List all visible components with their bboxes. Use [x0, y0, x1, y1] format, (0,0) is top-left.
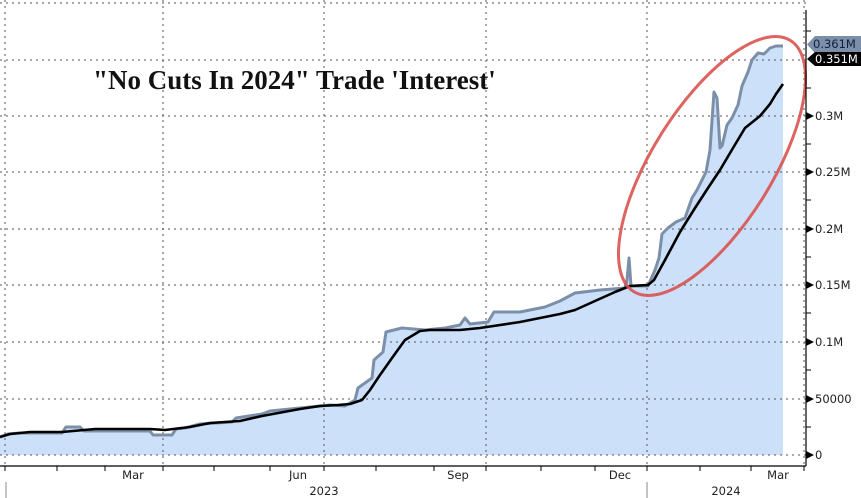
chart-title: "No Cuts In 2024" Trade 'Interest' [93, 65, 496, 95]
x-tick-label: Sep [447, 468, 469, 482]
x-tick-label: Dec [608, 468, 632, 482]
open-interest-area [0, 46, 783, 455]
moving-average-line [0, 83, 785, 439]
y-axis-ticks [806, 30, 811, 428]
last-value-moving-average-label: 0.351M [807, 52, 861, 66]
y-tick-label: 50000 [815, 392, 852, 406]
y-tick-label: 0.15M [815, 278, 851, 292]
y-tick-label: 0.1M [815, 335, 844, 349]
y-tick-label: 0 [815, 448, 823, 462]
highlight-ellipse [617, 35, 807, 297]
y-tick-label: 0.3M [815, 109, 844, 123]
x-year-label: 2023 [309, 484, 339, 498]
y-axis-arrow-ticks [806, 112, 814, 459]
x-tick-label: Jun [289, 468, 307, 482]
last-value-open-interest-label: 0.361M [807, 36, 861, 53]
x-tick-label: Mar [767, 468, 789, 482]
y-tick-label: 0.25M [815, 165, 851, 179]
x-tick-label: Mar [122, 468, 144, 482]
x-year-label: 2024 [711, 484, 741, 498]
x-axis-ticks [4, 466, 805, 471]
y-tick-label: 0.2M [815, 222, 844, 236]
